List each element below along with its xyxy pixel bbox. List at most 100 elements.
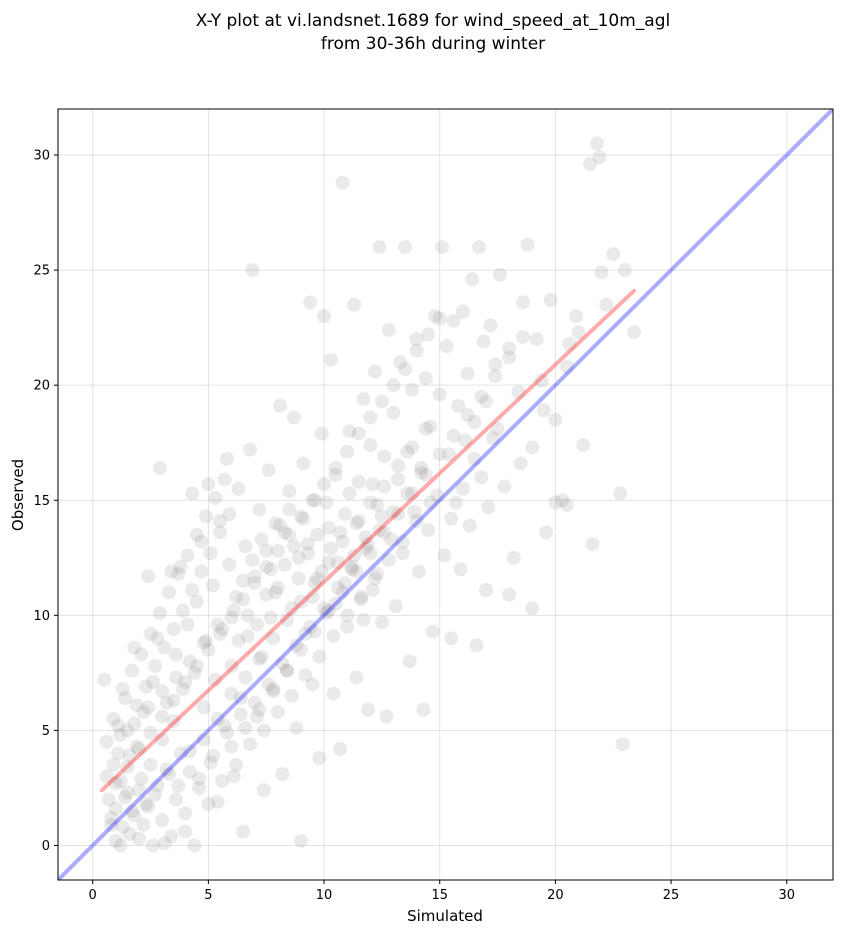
- data-point: [131, 831, 146, 846]
- identity-line: [58, 109, 833, 880]
- data-point: [192, 780, 207, 795]
- y-tick-label: 5: [42, 724, 50, 739]
- data-point: [127, 716, 142, 731]
- data-point: [395, 534, 410, 549]
- data-point: [559, 497, 574, 512]
- chart-title-line-1: X-Y plot at vi.landsnet.1689 for wind_sp…: [196, 11, 670, 31]
- data-point: [99, 734, 114, 749]
- data-point: [314, 564, 329, 579]
- data-point: [502, 587, 517, 602]
- data-point: [208, 672, 223, 687]
- data-point: [455, 481, 470, 496]
- data-point: [462, 518, 477, 533]
- data-point: [356, 612, 371, 627]
- data-point: [469, 638, 484, 653]
- data-point: [118, 691, 133, 706]
- data-point: [199, 509, 214, 524]
- x-axis-label: Simulated: [407, 907, 483, 925]
- data-point: [478, 583, 493, 598]
- data-point: [317, 601, 332, 616]
- data-point: [513, 456, 528, 471]
- data-point: [134, 647, 149, 662]
- data-point: [583, 157, 598, 172]
- data-point: [323, 541, 338, 556]
- data-point: [171, 566, 186, 581]
- data-point: [303, 619, 318, 634]
- data-point: [444, 631, 459, 646]
- data-point: [305, 677, 320, 692]
- data-point: [108, 833, 123, 848]
- data-point: [590, 136, 605, 151]
- data-point: [363, 546, 378, 561]
- data-point: [231, 481, 246, 496]
- data-point: [115, 681, 130, 696]
- data-point: [559, 359, 574, 374]
- data-point: [347, 548, 362, 563]
- data-point: [268, 585, 283, 600]
- data-point: [166, 693, 181, 708]
- data-point: [307, 576, 322, 591]
- data-point: [210, 711, 225, 726]
- data-point: [483, 318, 498, 333]
- data-point: [224, 610, 239, 625]
- data-point: [148, 658, 163, 673]
- data-point: [247, 569, 262, 584]
- data-point: [409, 343, 424, 358]
- data-point: [363, 438, 378, 453]
- data-point: [354, 589, 369, 604]
- data-point: [282, 502, 297, 517]
- data-point: [474, 389, 489, 404]
- data-point: [446, 428, 461, 443]
- data-point: [111, 718, 126, 733]
- data-point: [215, 774, 230, 789]
- data-point: [351, 474, 366, 489]
- data-point: [381, 553, 396, 568]
- data-point: [291, 550, 306, 565]
- data-point: [421, 327, 436, 342]
- data-point: [395, 546, 410, 561]
- data-point: [252, 502, 267, 517]
- x-tick-label: 30: [778, 888, 795, 903]
- y-tick-label: 15: [33, 494, 50, 509]
- data-point: [196, 700, 211, 715]
- data-point: [157, 836, 172, 851]
- data-point: [423, 419, 438, 434]
- data-point: [599, 297, 614, 312]
- y-tick-label: 0: [42, 839, 50, 854]
- data-point: [548, 412, 563, 427]
- data-point: [168, 647, 183, 662]
- data-point: [238, 721, 253, 736]
- data-point: [370, 497, 385, 512]
- data-point: [243, 737, 258, 752]
- data-point: [467, 415, 482, 430]
- data-point: [178, 806, 193, 821]
- data-point: [444, 511, 459, 526]
- data-point: [441, 447, 456, 462]
- data-point: [460, 408, 475, 423]
- data-point: [254, 532, 269, 547]
- data-point: [212, 525, 227, 540]
- data-point: [106, 711, 121, 726]
- data-point: [196, 732, 211, 747]
- data-point: [155, 813, 170, 828]
- data-point: [229, 757, 244, 772]
- data-point: [224, 739, 239, 754]
- data-point: [342, 486, 357, 501]
- data-point: [143, 725, 158, 740]
- data-point: [136, 817, 151, 832]
- data-point: [293, 594, 308, 609]
- data-point: [460, 366, 475, 381]
- data-point: [270, 704, 285, 719]
- data-point: [173, 746, 188, 761]
- data-point: [143, 626, 158, 641]
- data-point: [194, 534, 209, 549]
- data-point: [421, 523, 436, 538]
- data-point: [370, 566, 385, 581]
- data-point: [391, 472, 406, 487]
- data-point: [259, 543, 274, 558]
- data-point: [367, 571, 382, 586]
- data-point: [488, 357, 503, 372]
- data-point: [189, 594, 204, 609]
- data-point: [340, 619, 355, 634]
- data-point: [386, 504, 401, 519]
